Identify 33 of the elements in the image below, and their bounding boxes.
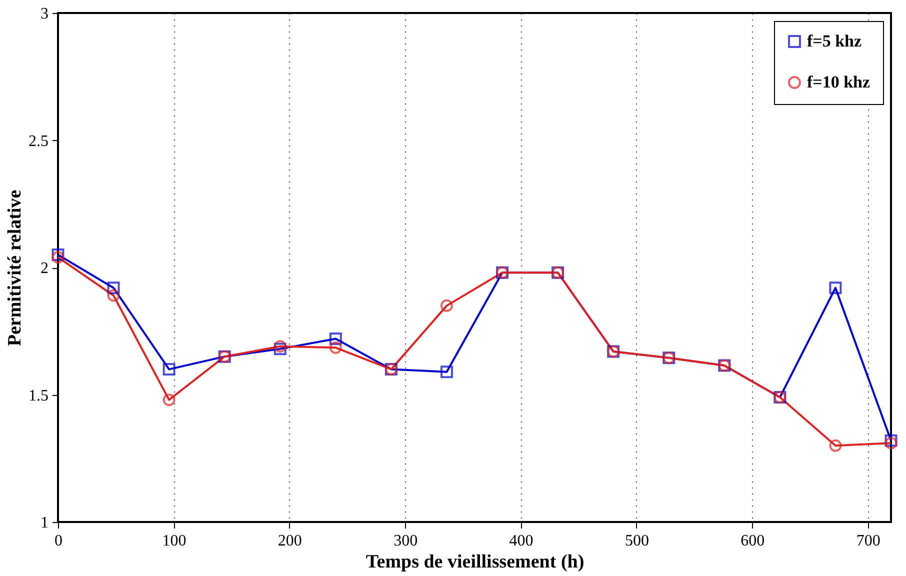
- point: [52, 248, 64, 262]
- point: [274, 340, 286, 353]
- y-tick-label: 1.5: [28, 387, 48, 404]
- point: [884, 436, 898, 450]
- x-tick-label: 200: [278, 532, 302, 550]
- y-tick-label: 2.5: [28, 132, 48, 150]
- y-tick-label: 1: [40, 514, 48, 532]
- point: [329, 332, 342, 346]
- x-tick-label: 500: [624, 532, 649, 550]
- point: [329, 341, 342, 354]
- point: [884, 434, 898, 447]
- point: [52, 251, 64, 264]
- y-tick-label: 2: [40, 260, 48, 277]
- point: [440, 366, 453, 378]
- x-tick-label: 300: [394, 532, 418, 550]
- point: [107, 289, 120, 302]
- point: [162, 394, 176, 406]
- x-tick-label: 400: [509, 532, 534, 550]
- point: [162, 363, 176, 376]
- point: [107, 282, 120, 294]
- point: [829, 439, 842, 452]
- y-axis-title: Permitivité relative: [4, 190, 26, 346]
- x-axis-title: Temps de vieillissement (h): [366, 552, 584, 572]
- point: [440, 299, 453, 312]
- y-tick-label: 3: [40, 6, 48, 22]
- legend-label: f=10 khz: [807, 72, 871, 92]
- x-tick-label: 600: [740, 532, 765, 550]
- x-tick-label: 0: [54, 532, 62, 550]
- legend-label: f=5 khz: [807, 32, 862, 50]
- point: [829, 282, 842, 294]
- x-tick-label: 700: [856, 532, 880, 550]
- x-tick-label: 100: [162, 532, 186, 550]
- point: [274, 342, 286, 356]
